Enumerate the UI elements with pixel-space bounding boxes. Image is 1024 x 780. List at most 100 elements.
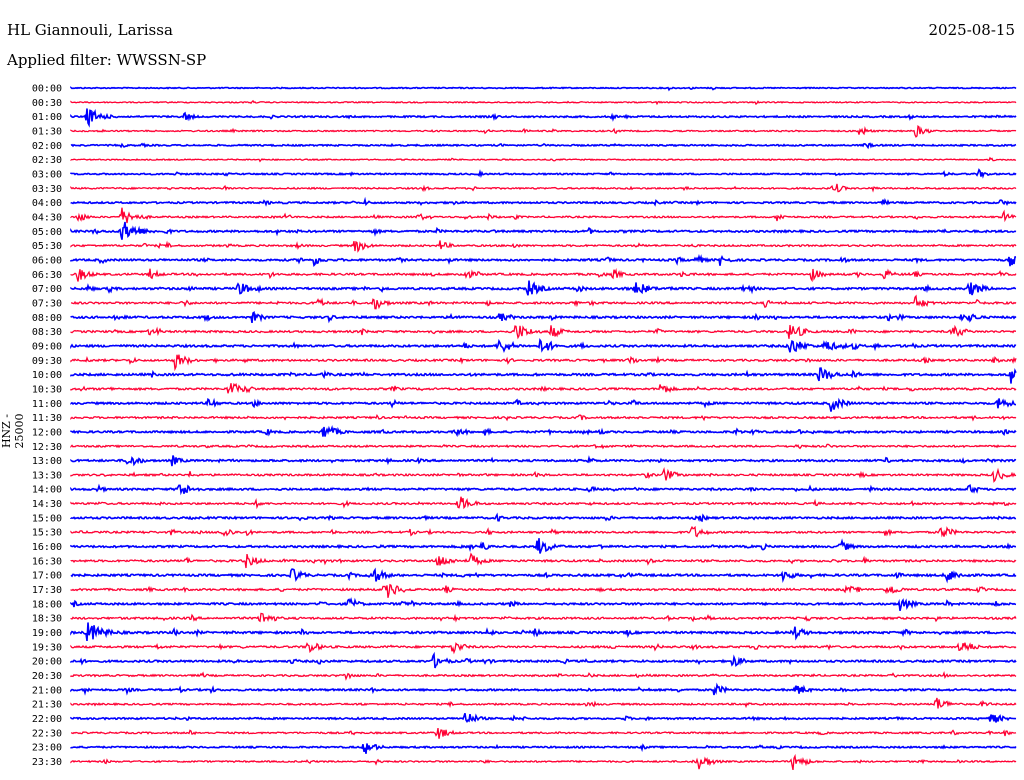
trace-row	[70, 597, 1017, 611]
trace-row	[70, 183, 1017, 193]
row-time-label: 00:30	[32, 98, 62, 109]
trace-row	[70, 108, 1017, 128]
trace-row	[70, 354, 1017, 372]
row-time-label: 14:00	[32, 485, 62, 496]
row-time-label: 02:00	[32, 141, 62, 152]
trace-row	[70, 397, 1016, 412]
trace-row	[70, 538, 1017, 554]
row-time-label: 13:00	[32, 456, 62, 467]
row-time-label: 18:30	[32, 614, 62, 625]
trace-row	[70, 424, 1017, 438]
row-time-label: 23:00	[32, 743, 62, 754]
trace-row	[70, 294, 1017, 310]
trace-row	[70, 168, 1017, 179]
trace-row	[70, 207, 1017, 224]
row-time-label: 19:30	[32, 642, 62, 653]
trace-row	[70, 622, 1016, 642]
row-time-label: 06:00	[32, 255, 62, 266]
row-time-label: 11:00	[32, 399, 62, 410]
row-time-label: 05:30	[32, 241, 62, 252]
row-time-label: 20:30	[32, 671, 62, 682]
row-time-label: 08:00	[32, 313, 62, 324]
row-time-label: 13:30	[32, 470, 62, 481]
row-time-label: 10:00	[32, 370, 62, 381]
row-time-label: 06:30	[32, 270, 62, 281]
row-time-label: 03:00	[32, 169, 62, 180]
trace-row	[70, 338, 1017, 354]
trace-row	[70, 413, 1017, 422]
trace-row	[70, 753, 1017, 771]
row-time-label: 16:00	[32, 542, 62, 553]
row-time-label: 09:30	[32, 356, 62, 367]
row-time-label: 17:30	[32, 585, 62, 596]
trace-row	[70, 567, 1017, 584]
row-time-label: 12:30	[32, 442, 62, 453]
trace-row	[70, 310, 1017, 324]
trace-row	[70, 712, 1017, 724]
trace-row	[70, 99, 1017, 106]
trace-row	[70, 727, 1017, 739]
row-time-label: 01:00	[32, 112, 62, 123]
trace-row	[70, 156, 1017, 163]
date-label: 2025-08-15	[928, 21, 1015, 39]
row-time-label: 22:30	[32, 728, 62, 739]
row-time-label: 21:00	[32, 685, 62, 696]
trace-row	[70, 496, 1017, 510]
trace-row	[70, 512, 1017, 523]
row-time-label: 21:30	[32, 700, 62, 711]
filter-label: Applied filter: WWSSN-SP	[7, 51, 207, 69]
trace-row	[70, 196, 1017, 207]
trace-row	[70, 221, 1017, 240]
trace-row	[70, 682, 1017, 696]
row-time-label: 03:30	[32, 184, 62, 195]
trace-row	[70, 267, 1017, 283]
trace-row	[70, 651, 1017, 669]
trace-row	[70, 525, 1017, 538]
trace-row	[70, 583, 1017, 598]
trace-row	[70, 612, 1017, 623]
row-time-label: 05:00	[32, 227, 62, 238]
row-time-label: 04:00	[32, 198, 62, 209]
row-time-label: 14:30	[32, 499, 62, 510]
row-time-label: 00:00	[32, 84, 62, 95]
trace-row	[70, 743, 1017, 754]
trace-row	[70, 443, 1017, 450]
row-time-label: 18:00	[32, 599, 62, 610]
trace-row	[70, 253, 1017, 268]
row-time-label: 23:30	[32, 757, 62, 768]
trace-row	[70, 483, 1017, 496]
station-title: HL Giannouli, Larissa	[7, 21, 173, 39]
row-time-label: 10:30	[32, 384, 62, 395]
trace-row	[70, 142, 1017, 150]
trace-row	[70, 670, 1017, 681]
trace-row	[70, 240, 1017, 253]
row-time-label: 12:00	[32, 427, 62, 438]
trace-row	[70, 382, 1017, 394]
trace-row	[70, 467, 1017, 483]
row-time-label: 15:30	[32, 528, 62, 539]
trace-row	[70, 324, 1016, 340]
row-time-label: 08:30	[32, 327, 62, 338]
trace-row	[70, 280, 1017, 296]
trace-row	[70, 642, 1017, 655]
trace-row	[70, 86, 1017, 92]
row-time-label: 19:00	[32, 628, 62, 639]
row-time-label: 07:30	[32, 298, 62, 309]
trace-row	[70, 697, 1017, 709]
trace-row	[70, 455, 1017, 467]
row-time-label: 07:00	[32, 284, 62, 295]
row-time-label: 22:00	[32, 714, 62, 725]
row-time-label: 15:00	[32, 513, 62, 524]
row-time-label: 17:00	[32, 571, 62, 582]
row-time-label: 09:00	[32, 341, 62, 352]
row-time-label: 20:00	[32, 657, 62, 668]
row-time-label: 02:30	[32, 155, 62, 166]
trace-row	[70, 552, 1017, 569]
trace-row	[70, 367, 1017, 384]
trace-row	[70, 124, 1017, 138]
row-time-label: 11:30	[32, 413, 62, 424]
row-time-label: 01:30	[32, 126, 62, 137]
row-time-label: 16:30	[32, 556, 62, 567]
row-time-label: 04:30	[32, 212, 62, 223]
